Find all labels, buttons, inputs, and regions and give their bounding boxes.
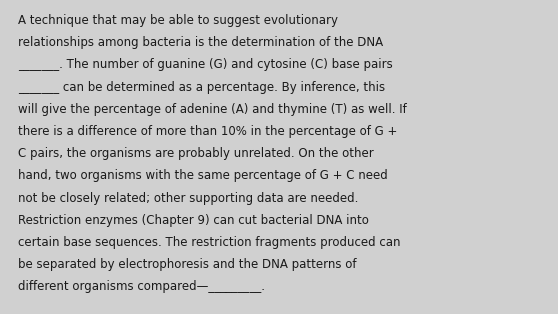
Text: be separated by electrophoresis and the DNA patterns of: be separated by electrophoresis and the … [18,258,357,271]
Text: hand, two organisms with the same percentage of G + C need: hand, two organisms with the same percen… [18,169,388,182]
Text: A technique that may be able to suggest evolutionary: A technique that may be able to suggest … [18,14,338,27]
Text: _______ can be determined as a percentage. By inference, this: _______ can be determined as a percentag… [18,81,385,94]
Text: relationships among bacteria is the determination of the DNA: relationships among bacteria is the dete… [18,36,383,49]
Text: Restriction enzymes (Chapter 9) can cut bacterial DNA into: Restriction enzymes (Chapter 9) can cut … [18,214,369,227]
Text: will give the percentage of adenine (A) and thymine (T) as well. If: will give the percentage of adenine (A) … [18,103,407,116]
Text: not be closely related; other supporting data are needed.: not be closely related; other supporting… [18,192,358,205]
Text: certain base sequences. The restriction fragments produced can: certain base sequences. The restriction … [18,236,401,249]
Text: _______. The number of guanine (G) and cytosine (C) base pairs: _______. The number of guanine (G) and c… [18,58,393,71]
Text: there is a difference of more than 10% in the percentage of G +: there is a difference of more than 10% i… [18,125,397,138]
Text: C pairs, the organisms are probably unrelated. On the other: C pairs, the organisms are probably unre… [18,147,374,160]
Text: different organisms compared—_________.: different organisms compared—_________. [18,280,265,293]
